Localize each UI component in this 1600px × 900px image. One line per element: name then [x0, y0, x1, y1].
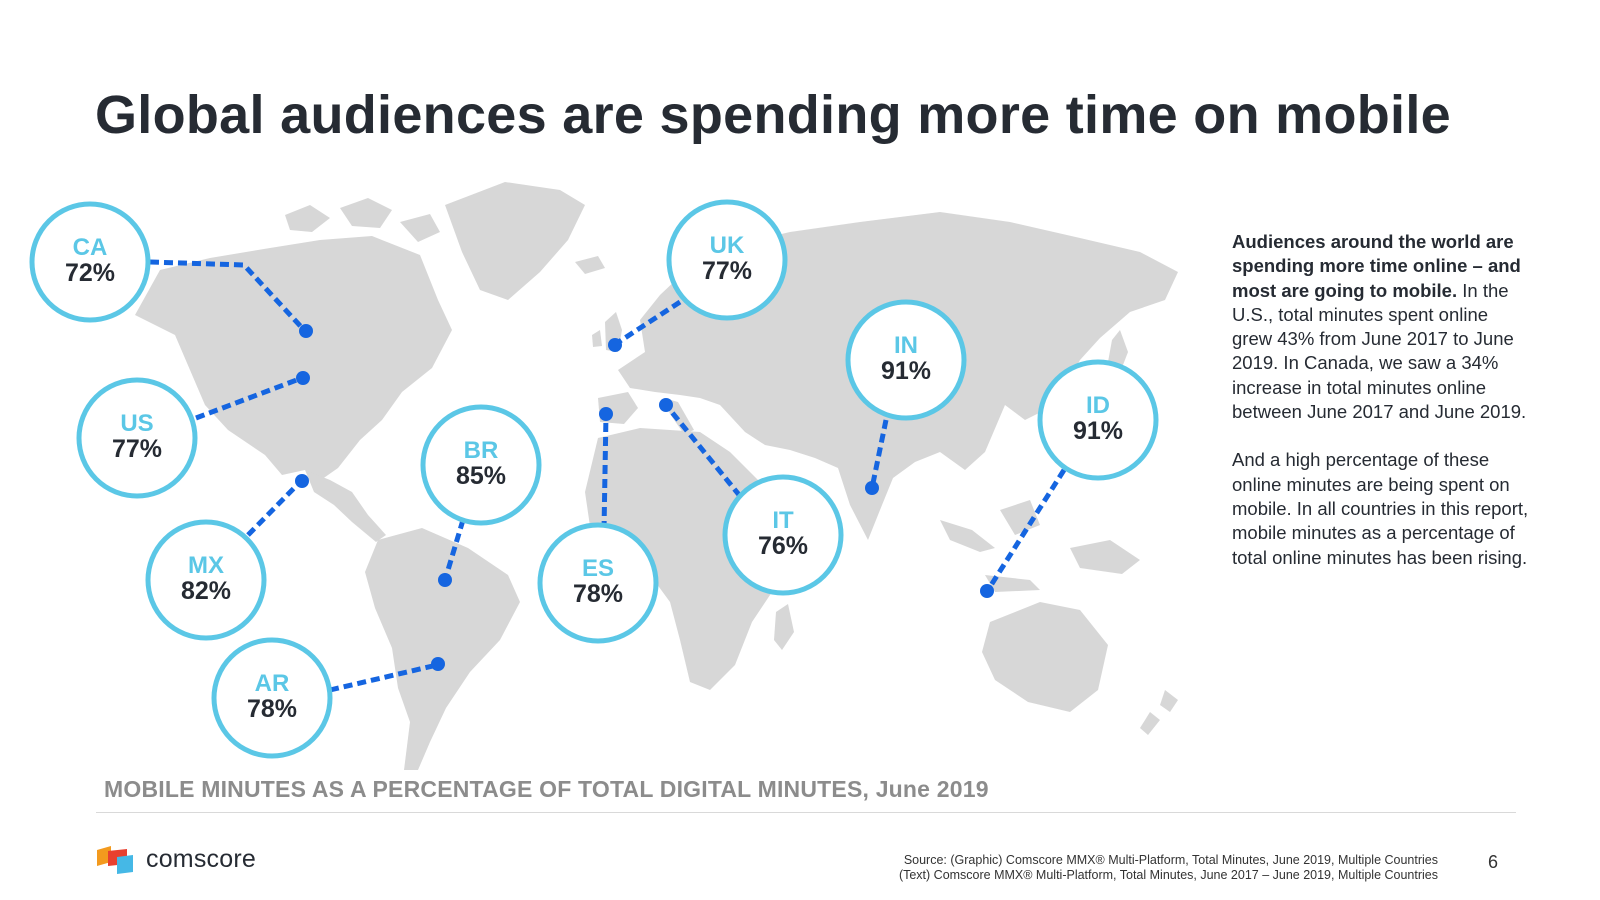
bubble-es-code: ES: [582, 555, 614, 582]
bubble-mx-value: 82%: [181, 577, 231, 605]
sidebar-p1-rest: In the U.S., total minutes spent online …: [1232, 279, 1527, 423]
dot-ca: [299, 324, 313, 338]
dot-in: [865, 481, 879, 495]
bubble-uk: UK 77%: [666, 199, 788, 321]
map-caption: MOBILE MINUTES AS A PERCENTAGE OF TOTAL …: [104, 776, 989, 802]
bubble-uk-code: UK: [710, 232, 745, 259]
dot-br: [438, 573, 452, 587]
page-number: 6: [1488, 852, 1499, 872]
connector-in: [869, 419, 889, 489]
sidebar-p1-bold: Audiences around the world are spending …: [1232, 231, 1521, 301]
bubble-in-code: IN: [894, 332, 918, 359]
bubble-it: IT 76%: [722, 474, 844, 596]
bubble-us: US 77%: [76, 377, 198, 499]
footer-divider: [96, 812, 1516, 813]
connector-es: [601, 413, 609, 531]
bubble-in: IN 91%: [845, 299, 967, 421]
bubble-it-code: IT: [772, 507, 794, 534]
bubble-id-code: ID: [1086, 392, 1110, 419]
bubble-es: ES 78%: [537, 522, 659, 644]
sidebar-paragraph-1: Audiences around the world are spending …: [1232, 230, 1532, 424]
brand-name: comscore: [146, 845, 256, 873]
sidebar-paragraph-2: And a high percentage of these online mi…: [1232, 449, 1529, 568]
connector-br: [442, 519, 466, 581]
connectors: [149, 259, 1067, 693]
bubble-br: BR 85%: [420, 404, 542, 526]
bubble-mx: MX 82%: [145, 519, 267, 641]
bubble-ar-value: 78%: [247, 695, 297, 723]
dot-us: [296, 371, 310, 385]
bubble-us-code: US: [120, 410, 153, 437]
source-line-2: (Text) Comscore MMX® Multi-Platform, Tot…: [898, 868, 1438, 882]
bubble-mx-code: MX: [188, 552, 224, 579]
source-citation: Source: (Graphic) Comscore MMX® Multi-Pl…: [760, 853, 1438, 883]
dot-id: [980, 584, 994, 598]
dot-mx: [295, 474, 309, 488]
connector-ca: [149, 259, 307, 333]
bubble-ca-value: 72%: [65, 259, 115, 287]
bubble-in-value: 91%: [881, 357, 931, 385]
slide-title: Global audiences are spending more time …: [95, 85, 1451, 145]
bubble-ca-code: CA: [73, 234, 108, 261]
bubble-it-value: 76%: [758, 532, 808, 560]
comscore-logo-icon: [97, 846, 133, 874]
bubble-uk-value: 77%: [702, 257, 752, 285]
bubble-ar-code: AR: [255, 670, 290, 697]
bubble-id-value: 91%: [1073, 417, 1123, 445]
location-dots: [295, 324, 994, 671]
connector-ar: [329, 662, 438, 693]
bubble-ca: CA 72%: [29, 201, 151, 323]
bubble-ar: AR 78%: [211, 637, 333, 759]
connector-us: [195, 375, 303, 421]
bubble-id: ID 91%: [1037, 359, 1159, 481]
dot-es: [599, 407, 613, 421]
dot-ar: [431, 657, 445, 671]
connector-id: [985, 468, 1067, 592]
bubble-br-value: 85%: [456, 462, 506, 490]
connector-it: [664, 403, 742, 498]
source-line-1: Source: (Graphic) Comscore MMX® Multi-Pl…: [903, 853, 1438, 867]
dot-uk: [608, 338, 622, 352]
sidebar-text: Audiences around the world are spending …: [1232, 230, 1532, 594]
bubble-es-value: 78%: [573, 580, 623, 608]
connector-mx: [246, 478, 304, 537]
dot-it: [659, 398, 673, 412]
bubble-br-code: BR: [464, 437, 499, 464]
bubble-us-value: 77%: [112, 435, 162, 463]
